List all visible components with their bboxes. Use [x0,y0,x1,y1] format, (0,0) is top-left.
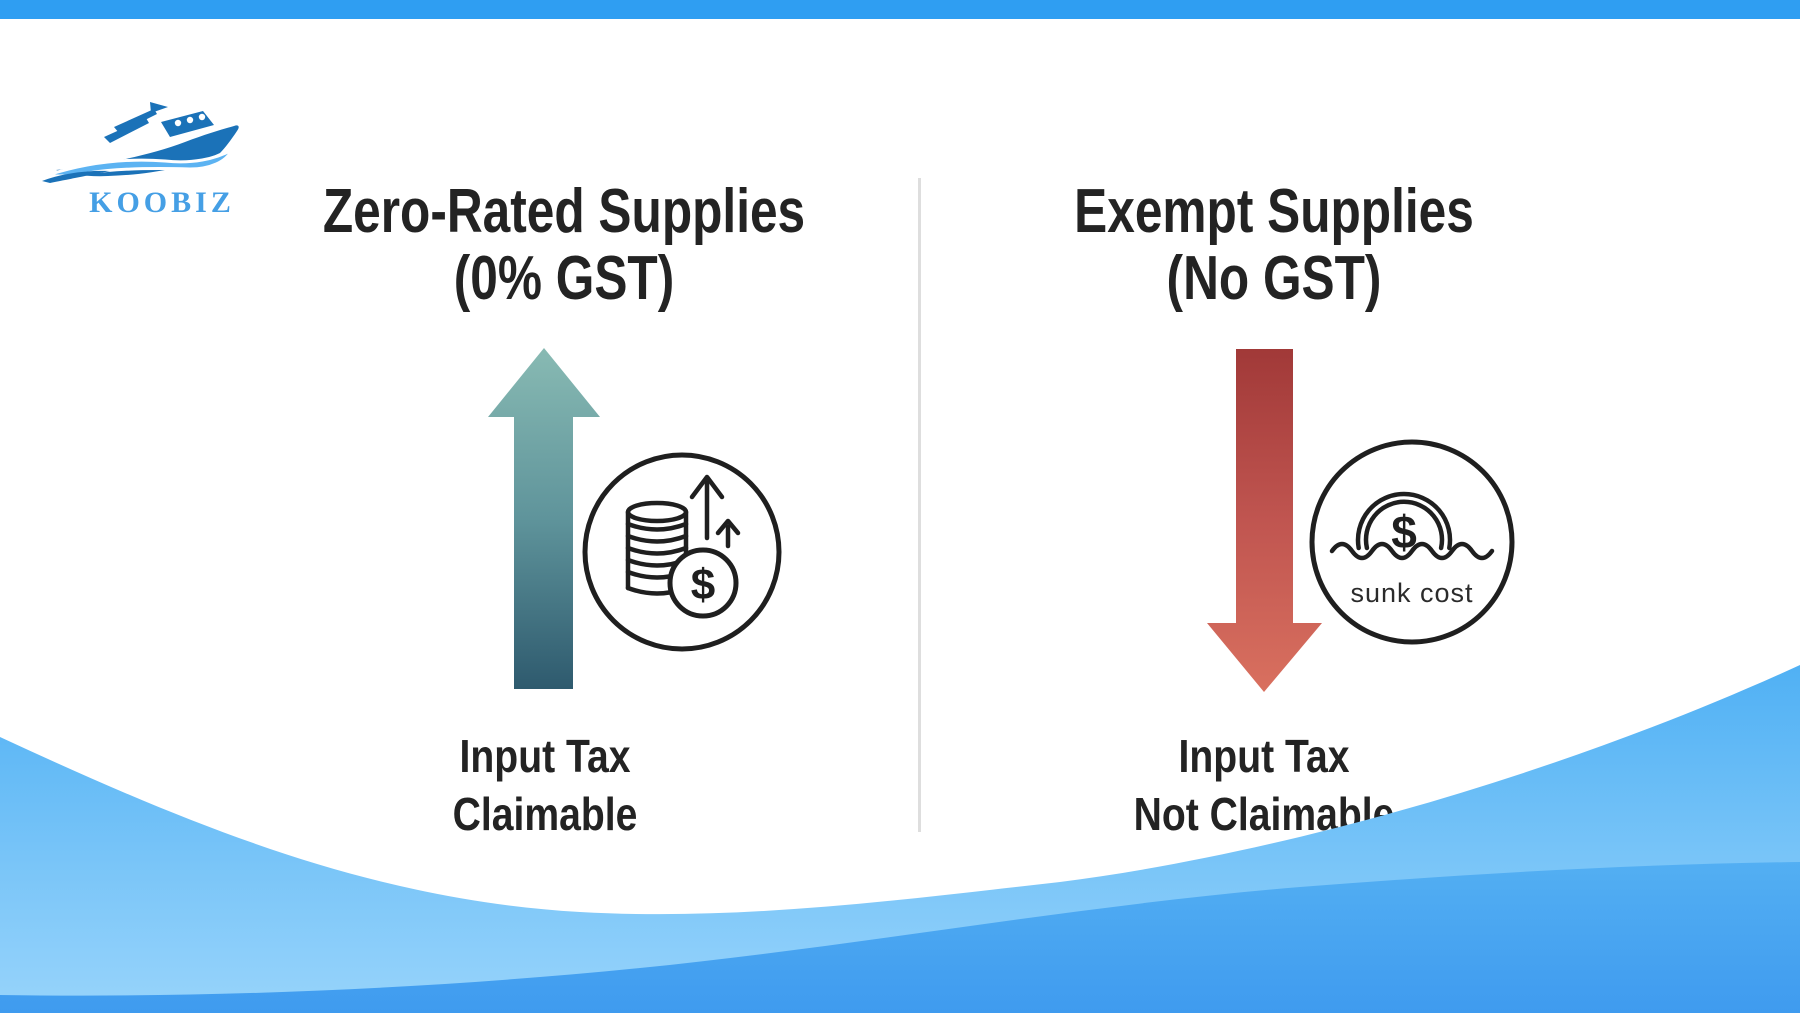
right-heading-line2: (No GST) [1166,244,1382,313]
left-heading-line1: Zero-Rated Supplies [322,177,806,246]
left-label-line1: Input Tax [459,730,631,782]
left-heading: Zero-Rated Supplies (0% GST) [284,178,844,312]
up-arrow-shape [488,348,600,689]
lower-wave-shape [0,862,1800,1013]
growth-arrow-large [689,474,725,541]
up-arrow-icon [488,348,600,689]
icon-outer-circle [1309,439,1515,645]
sunk-cost-icon: $ sunk cost [1309,439,1515,645]
down-arrow-icon [1207,349,1322,692]
sinking-coin [1355,491,1453,551]
left-label-line2: Claimable [452,788,638,840]
water-line [1329,541,1495,561]
vertical-divider [918,178,921,832]
money-growth-icon: $ [582,452,782,652]
dollar-symbol: $ [691,561,715,610]
ship-flag [150,102,168,113]
ship-speed-line [104,118,149,143]
koobiz-ship-logo-icon [42,102,239,183]
logo-wave-tail [42,170,110,183]
down-arrow-shape [1207,349,1322,692]
right-label-line1: Input Tax [1178,730,1350,782]
porthole [198,113,206,121]
growth-arrow-small [715,518,741,549]
ship-speed-line [114,109,157,133]
left-label: Input Tax Claimable [290,727,800,843]
top-accent-bar [0,0,1800,19]
right-heading-line1: Exempt Supplies [1074,177,1474,246]
brand-wordmark: KOOBIZ [89,186,235,219]
porthole [186,116,194,124]
sunk-cost-caption: sunk cost [1350,578,1473,608]
dollar-coin-circle [667,547,739,619]
left-heading-line2: (0% GST) [453,244,675,313]
right-heading: Exempt Supplies (No GST) [994,178,1554,312]
porthole [174,119,182,127]
